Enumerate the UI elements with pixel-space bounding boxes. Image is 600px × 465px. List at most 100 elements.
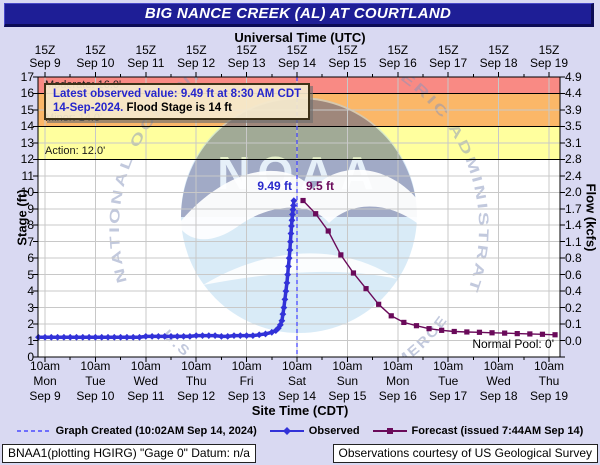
cdt-tick-date: Sep 11	[127, 389, 165, 403]
top-axis-tick-label: 15Z Sep 9	[13, 44, 77, 70]
flow-tick-value: 4.9	[565, 70, 582, 84]
stage-tick-value: 2	[27, 317, 34, 332]
annotation-line1: Latest observed value: 9.49 ft at 8:30 A…	[53, 88, 302, 100]
stage-tick-value: 10	[20, 185, 34, 200]
bottom-axis-tick-label: 10am Wed Sep 11	[114, 360, 178, 403]
cdt-tick-time: 10am	[433, 359, 464, 373]
cdt-tick-dow: Thu	[185, 374, 207, 388]
flow-tick-value: 3.1	[565, 135, 582, 150]
observed-peak-label: 9.49 ft	[257, 179, 292, 193]
flow-tick-value: 3.9	[565, 102, 582, 117]
annotation-line2-text: Flood Stage is 14 ft	[126, 102, 232, 114]
cdt-tick-time: 10am	[382, 359, 413, 373]
flow-tick-value: 0.2	[565, 300, 582, 315]
flow-tick-value: 2.8	[565, 152, 582, 167]
top-axis-tick-label: 15Z Sep 12	[164, 44, 228, 70]
utc-tick-date: Sep 9	[29, 56, 61, 70]
top-axis-tick-label: 15Z Sep 13	[215, 44, 279, 70]
top-axis-title: Universal Time (UTC)	[234, 30, 366, 45]
utc-tick-date: Sep 10	[76, 56, 115, 70]
cdt-tick-time: 10am	[483, 359, 514, 373]
cdt-tick-time: 10am	[80, 359, 111, 373]
top-axis-tick-label: 15Z Sep 11	[114, 44, 178, 70]
cdt-tick-date: Sep 10	[76, 389, 115, 403]
cdt-tick-date: Sep 18	[479, 389, 518, 403]
utc-tick-date: Sep 14	[277, 56, 317, 70]
stage-tick-value: 11	[21, 168, 34, 183]
bottom-axis-tick-label: 10am Thu Sep 19	[517, 360, 581, 403]
cdt-tick-date: Sep 14	[277, 389, 317, 403]
flow-tick-value: 0.4	[565, 284, 582, 299]
flow-tick-value: 4.4	[565, 86, 582, 101]
legend-item-dashed: Graph Created (10:02AM Sep 14, 2024)	[16, 425, 257, 437]
utc-tick-time: 15Z	[437, 43, 459, 57]
bottom-axis-tick-label: 10am Mon Sep 16	[366, 360, 430, 403]
flow-tick-value: 0.8	[565, 251, 582, 266]
utc-tick-date: Sep 17	[429, 56, 468, 70]
stage-tick-value: 6	[27, 251, 34, 266]
legend-square-icon	[372, 428, 407, 434]
stage-tick-value: 9	[27, 201, 34, 216]
utc-tick-time: 15Z	[236, 43, 257, 57]
legend: Graph Created (10:02AM Sep 14, 2024) Obse…	[0, 425, 600, 437]
utc-tick-time: 15Z	[337, 43, 358, 57]
axis-ticks	[33, 72, 565, 362]
utc-tick-time: 15Z	[185, 43, 207, 57]
stage-tick-value: 13	[20, 135, 34, 150]
cdt-tick-date: Sep 9	[29, 389, 61, 403]
plot-area: NATIONAL OCEANIC AND ATMOSPHERIC ADMINIS…	[33, 72, 565, 362]
normal-pool-label: Normal Pool: 0'	[472, 337, 554, 351]
station-info-box: BNAA1(plotting HGIRG) "Gage 0" Datum: n/…	[2, 444, 256, 463]
cdt-tick-time: 10am	[332, 359, 363, 373]
stage-tick-value: 8	[27, 218, 34, 233]
bottom-axis-tick-label: 10am Sat Sep 14	[265, 360, 329, 403]
cdt-tick-dow: Mon	[386, 374, 410, 388]
legend-item-diamond: Observed	[269, 425, 360, 437]
cdt-tick-dow: Sun	[336, 374, 359, 388]
stage-tick-value: 14	[20, 119, 34, 134]
utc-tick-date: Sep 16	[378, 56, 417, 70]
flow-tick-value: 1.7	[565, 201, 582, 216]
cdt-tick-time: 10am	[29, 359, 61, 373]
cdt-tick-date: Sep 13	[227, 389, 266, 403]
cdt-tick-dow: Thu	[538, 374, 560, 388]
stage-tick-value: 7	[27, 234, 34, 249]
top-axis-tick-label: 15Z Sep 17	[416, 44, 480, 70]
cdt-tick-date: Sep 16	[378, 389, 417, 403]
bottom-axis-tick-label: 10am Mon Sep 9	[13, 360, 77, 403]
forecast-series	[300, 197, 558, 338]
stage-tick-value: 4	[27, 284, 34, 299]
bottom-axis-tick-label: 10am Sun Sep 15	[315, 360, 379, 403]
cdt-tick-time: 10am	[533, 359, 565, 373]
legend-diamond-icon	[269, 427, 304, 435]
forecast-peak-label: 9.5 ft	[306, 179, 335, 193]
stage-tick-value: 16	[20, 86, 34, 101]
utc-tick-date: Sep 19	[529, 56, 569, 70]
cdt-tick-dow: Wed	[133, 374, 159, 388]
cdt-tick-dow: Sat	[287, 374, 306, 388]
cdt-tick-dow: Mon	[33, 374, 57, 388]
observed-series	[35, 197, 298, 341]
utc-tick-date: Sep 13	[227, 56, 266, 70]
latest-observed-annotation: Latest observed value: 9.49 ft at 8:30 A…	[44, 83, 311, 120]
cdt-tick-date: Sep 12	[177, 389, 216, 403]
top-axis-tick-label: 15Z Sep 19	[517, 44, 581, 70]
legend-item-label: Forecast (issued 7:44AM Sep 14)	[411, 425, 584, 437]
utc-tick-date: Sep 18	[479, 56, 518, 70]
bottom-axis-tick-label: 10am Wed Sep 18	[467, 360, 531, 403]
cdt-tick-date: Sep 15	[328, 389, 367, 403]
utc-tick-date: Sep 15	[328, 56, 367, 70]
stage-tick-value: 5	[27, 267, 34, 282]
legend-item-label: Observed	[308, 425, 360, 437]
flow-tick-value: 0.0	[565, 333, 582, 348]
cdt-tick-time: 10am	[231, 359, 262, 373]
cdt-tick-dow: Tue	[85, 374, 106, 388]
plot-border	[37, 76, 561, 358]
flow-tick-value: 2.4	[565, 168, 582, 183]
bottom-axis-tick-label: 10am Tue Sep 10	[63, 360, 127, 403]
utc-tick-time: 15Z	[34, 43, 56, 57]
utc-tick-time: 15Z	[135, 43, 157, 57]
bottom-axis-tick-label: 10am Tue Sep 17	[416, 360, 480, 403]
top-axis-tick-label: 15Z Sep 10	[63, 44, 127, 70]
legend-item-square: Forecast (issued 7:44AM Sep 14)	[372, 425, 584, 437]
